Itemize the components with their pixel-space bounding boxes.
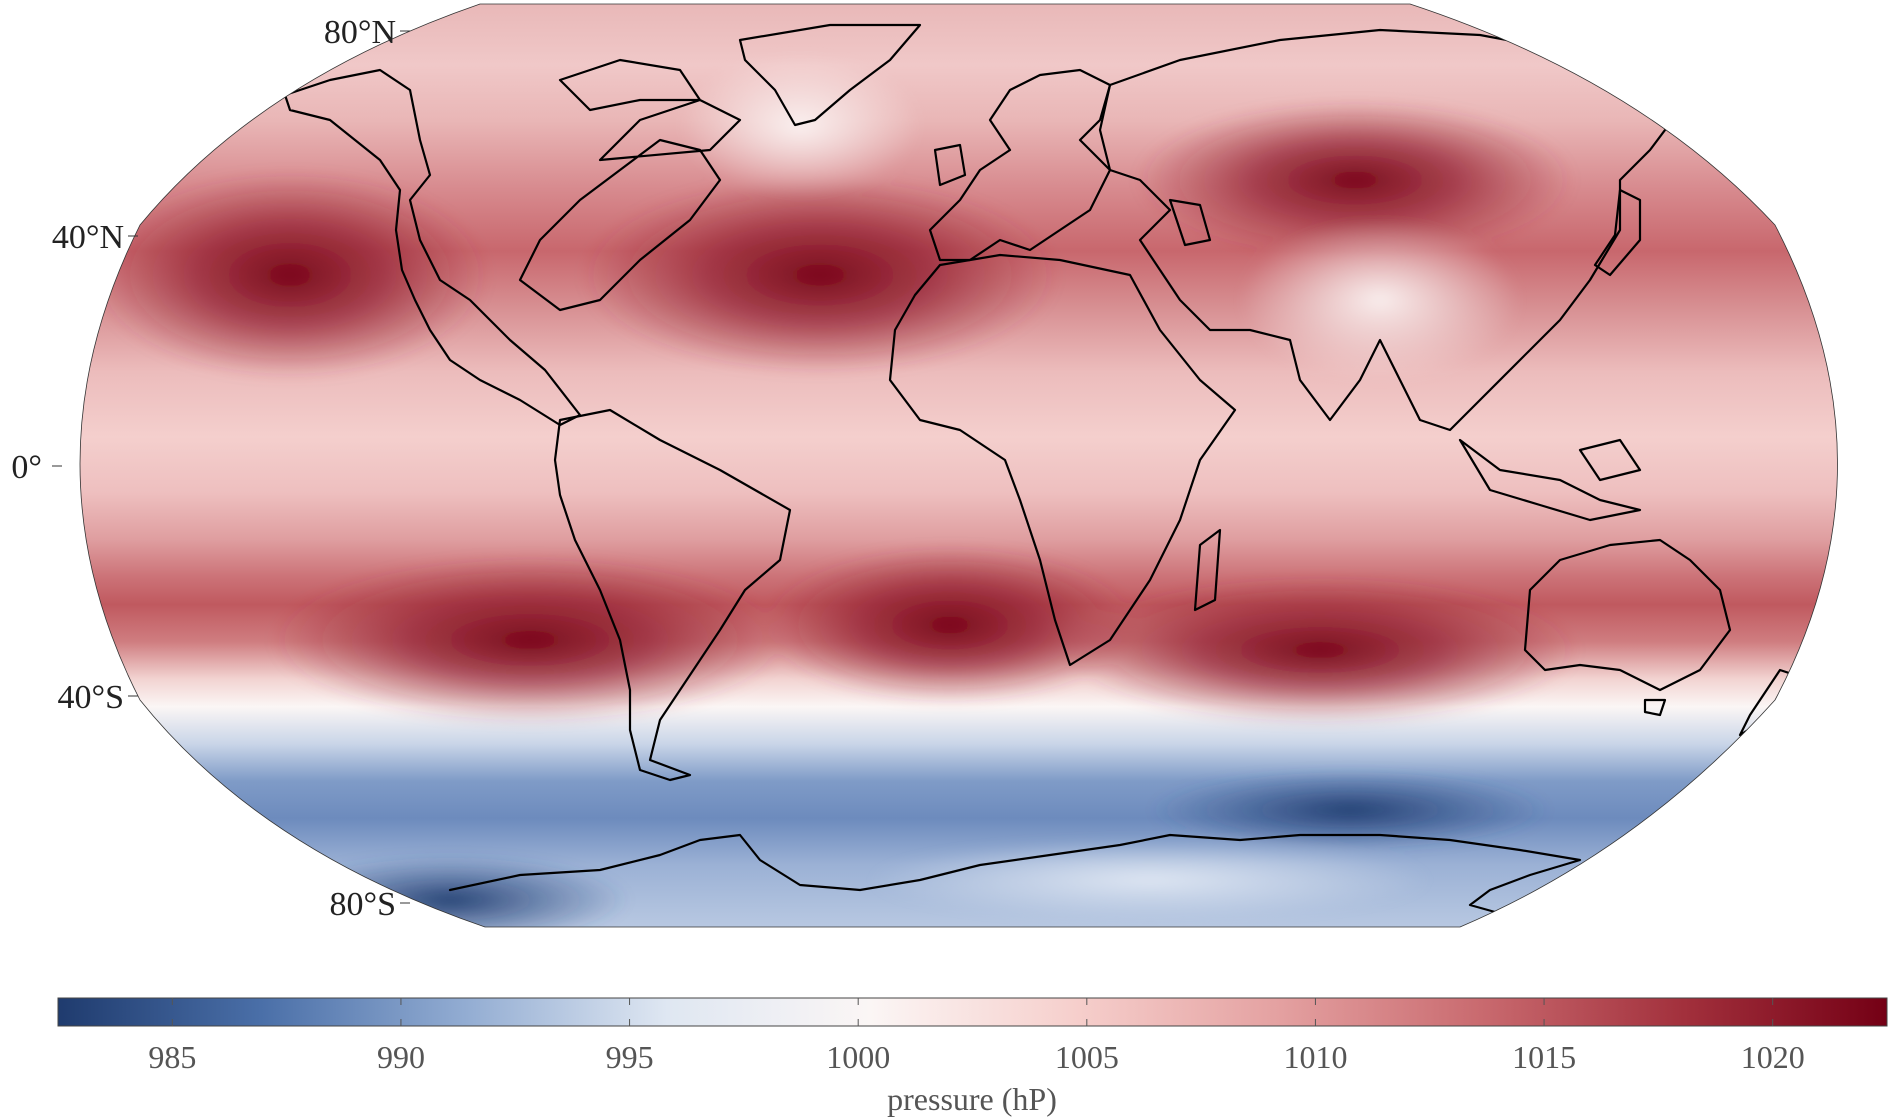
greenland-low <box>680 55 920 195</box>
southern-trough-low <box>1150 770 1550 850</box>
globe-map <box>80 4 1838 927</box>
latitude-axis: 80°N 40°N 0° 40°S 80°S <box>11 14 410 923</box>
lat-label-40n: 40°N <box>52 219 124 256</box>
coast-africa <box>888 253 1237 667</box>
colorbar: 985 990 995 1000 1005 1010 1015 1020 pressure (… <box>57 997 1888 1117</box>
siberian-high <box>1135 100 1575 260</box>
south-pacific-high <box>270 555 790 725</box>
colorbar-tick-label-990: 990 <box>377 1039 425 1075</box>
colorbar-ticks: 985 990 995 1000 1005 1010 1015 1020 <box>148 998 1805 1075</box>
colorbar-tick-label-995: 995 <box>606 1039 654 1075</box>
antarctic-interior <box>870 840 1430 920</box>
coast-australia <box>1523 538 1732 717</box>
indian-ocean-high <box>1060 575 1580 725</box>
colorbar-tick-label-1020: 1020 <box>1741 1039 1805 1075</box>
colorbar-gradient <box>57 997 1888 1027</box>
pressure-field-background <box>80 4 1838 927</box>
colorbar-tick-label-1000: 1000 <box>826 1039 890 1075</box>
lat-label-80s: 80°S <box>329 886 396 923</box>
south-atlantic-high <box>760 545 1140 705</box>
colorbar-tick-label-1015: 1015 <box>1512 1039 1576 1075</box>
coast-south-america <box>553 408 792 782</box>
coast-greenland <box>738 23 922 127</box>
coast-southeast-asia <box>1458 438 1642 522</box>
coast-europe <box>928 68 1112 262</box>
coast-japan <box>1593 188 1642 277</box>
lat-label-0: 0° <box>11 449 42 486</box>
asia-light <box>1240 220 1520 380</box>
lat-label-40s: 40°S <box>57 679 124 716</box>
colorbar-tick-label-985: 985 <box>148 1039 196 1075</box>
coast-north-america <box>283 58 742 427</box>
globe-outline <box>79 3 1838 928</box>
weddell-ross-low <box>270 855 630 927</box>
colorbar-label: pressure (hP) <box>887 1081 1057 1117</box>
coast-antarctica <box>448 833 1602 914</box>
lat-label-80n: 80°N <box>324 14 396 51</box>
colorbar-tick-label-1010: 1010 <box>1283 1039 1347 1075</box>
north-pacific-high <box>90 170 490 380</box>
azores-high <box>580 175 1060 375</box>
coastlines <box>283 23 1812 914</box>
colorbar-tick-label-1005: 1005 <box>1055 1039 1119 1075</box>
